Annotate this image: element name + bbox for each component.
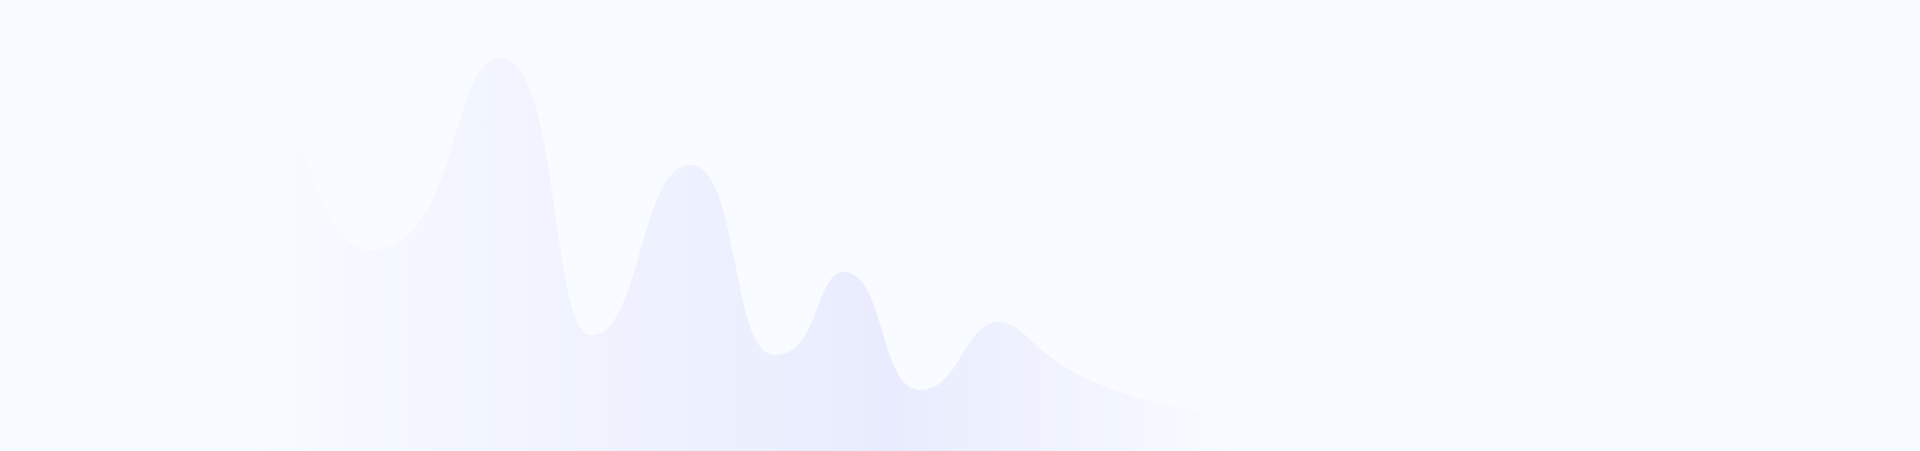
wave-path [0, 0, 1620, 451]
left-fade [0, 0, 265, 451]
